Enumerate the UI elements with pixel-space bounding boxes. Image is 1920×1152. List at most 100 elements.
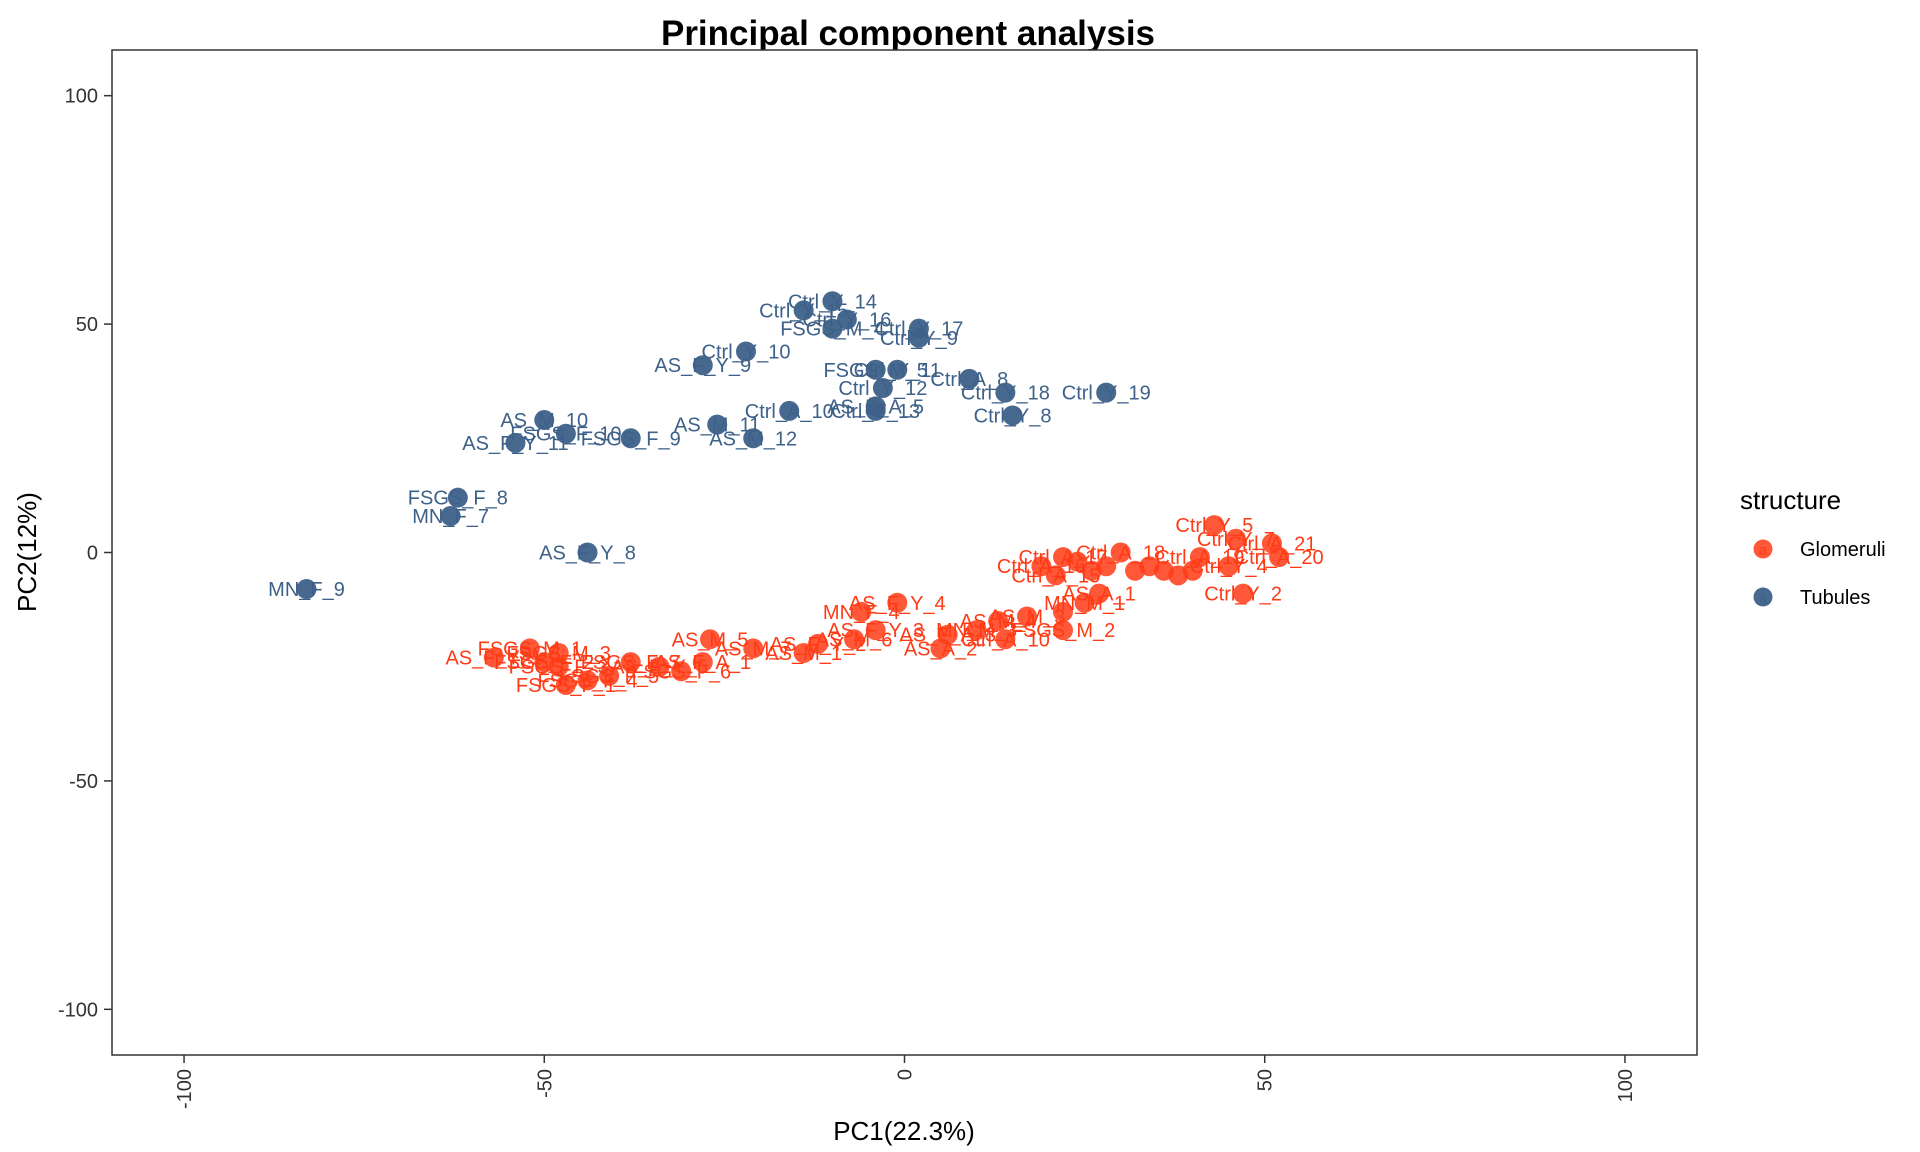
- legend-key-tubules: [1753, 587, 1773, 607]
- point-glomeruli: [671, 661, 692, 682]
- point-label-tubules: Ctrl_Y_14: [788, 291, 877, 313]
- point-tubules: [908, 327, 929, 348]
- point-label-tubules: AS_F_Y_11: [462, 433, 568, 455]
- point-label-glomeruli: Ctrl_A_21: [1227, 533, 1316, 555]
- x-axis: -100 -50 0 50 100: [174, 1055, 1637, 1109]
- legend-label-tubules: Tubules: [1800, 587, 1870, 609]
- point-glomeruli: [599, 665, 620, 686]
- point-tubules: [447, 487, 468, 508]
- point-label-tubules: AS_F_A_5: [827, 396, 924, 418]
- chart-title: Principal component analysis: [661, 14, 1155, 53]
- point-label-glomeruli: FSGS_F_6: [631, 661, 731, 683]
- point-label-glomeruli: AS_M_5: [672, 629, 749, 651]
- point-glomeruli: [534, 652, 555, 673]
- point-label-glomeruli: AS_A_2: [904, 638, 977, 660]
- point-label-tubules: Ctrl_A_10: [745, 401, 834, 423]
- point-label-glomeruli: MN_M_3: [936, 620, 1017, 642]
- point-tubules: [865, 400, 886, 421]
- point-tubules: [620, 428, 641, 449]
- point-glomeruli: [1081, 560, 1102, 581]
- point-tubules: [822, 291, 843, 312]
- point-label-tubules: Ctrl_Y_19: [1062, 383, 1151, 405]
- y-tick-label: -100: [58, 999, 98, 1021]
- point-glomeruli: [1016, 606, 1037, 627]
- point-label-glomeruli: FSGS_M_3: [506, 643, 610, 665]
- legend-entry-tubules: a Tubules: [1753, 587, 1870, 609]
- point-glomeruli: [1125, 560, 1146, 581]
- point-label-glomeruli: AS_F_Y_2: [770, 634, 867, 656]
- point-label-tubules: Ctrl_Y_9: [880, 328, 958, 350]
- point-tubules: [743, 428, 764, 449]
- point-glomeruli: [995, 629, 1016, 650]
- point-label-glomeruli: AS_A_1: [1062, 584, 1135, 606]
- y-tick-label: -50: [69, 771, 98, 793]
- point-glomeruli: [577, 670, 598, 691]
- point-glomeruli: [887, 592, 908, 613]
- point-label-glomeruli: FSGS_F_4: [537, 670, 637, 692]
- point-label-glomeruli: Ctrl_A_18: [1076, 543, 1165, 565]
- point-glomeruli: [1269, 547, 1290, 568]
- point-glomeruli: [1110, 542, 1131, 563]
- point-label-tubules: AS_F_Y_8: [539, 543, 636, 565]
- x-tick-label: 100: [1615, 1069, 1637, 1102]
- x-tick-label: -50: [534, 1069, 556, 1098]
- labels-layer: Ctrl_Y_14Ctrl_Y_15Ctrl_Y_16FSGS_M_4Ctrl_…: [268, 291, 1323, 697]
- point-label-glomeruli: AS_F_Y_5: [611, 657, 708, 679]
- point-label-glomeruli: Ctrl_A_19: [1155, 547, 1244, 569]
- point-label-glomeruli: FSGS_F_7: [581, 652, 681, 674]
- point-glomeruli: [988, 611, 1009, 632]
- point-tubules: [707, 414, 728, 435]
- legend-entry-glomeruli: a Glomeruli: [1753, 539, 1886, 561]
- point-tubules: [959, 368, 980, 389]
- point-glomeruli: [1045, 565, 1066, 586]
- point-label-glomeruli: FSGS_M_2: [1011, 620, 1115, 642]
- x-axis-title: PC1(22.3%): [833, 1116, 975, 1146]
- point-label-glomeruli: AS_F_Y_3: [827, 620, 924, 642]
- point-label-glomeruli: Ctrl_Y_4: [1190, 556, 1268, 578]
- point-tubules: [440, 505, 461, 526]
- point-label-glomeruli: AS_M_1: [765, 643, 842, 665]
- point-glomeruli: [743, 638, 764, 659]
- point-label-glomeruli: AS_F_Y_1: [445, 648, 542, 670]
- point-label-tubules: Ctrl_Y_17: [874, 319, 963, 341]
- point-label-tubules: Ctrl_Y_8: [974, 405, 1052, 427]
- point-tubules: [822, 318, 843, 339]
- point-glomeruli: [483, 647, 504, 668]
- x-tick-label: 0: [895, 1069, 917, 1080]
- point-tubules: [296, 579, 317, 600]
- legend-key-glyph-glomeruli: a: [1759, 542, 1768, 559]
- y-tick-label: 100: [65, 86, 98, 108]
- point-tubules: [995, 382, 1016, 403]
- point-label-glomeruli: AS_M_3: [989, 606, 1066, 628]
- point-label-glomeruli: Ctrl_A_17: [1019, 547, 1108, 569]
- point-label-tubules: AS_M_11: [674, 415, 760, 437]
- y-tick-label: 0: [87, 543, 98, 565]
- point-glomeruli: [548, 643, 569, 663]
- point-label-glomeruli: FSGS_F_3: [509, 657, 609, 679]
- point-glomeruli: [692, 652, 713, 673]
- point-glomeruli: [844, 629, 865, 650]
- point-glomeruli: [1218, 556, 1239, 577]
- point-tubules: [555, 423, 576, 444]
- point-label-glomeruli: MN_F_4: [823, 602, 900, 624]
- y-axis-title: PC2(12%): [12, 492, 42, 612]
- point-label-tubules: FSGS_F_9: [581, 428, 681, 450]
- point-tubules: [836, 309, 857, 330]
- point-glomeruli: [1074, 592, 1095, 613]
- point-label-glomeruli: Ctrl_A_16: [997, 556, 1086, 578]
- y-axis: -100 -50 0 50 100: [58, 86, 112, 1021]
- point-label-tubules: Ctrl_Y_13: [831, 401, 920, 423]
- point-tubules: [577, 542, 598, 563]
- point-label-tubules: FSGS_F_10: [510, 424, 621, 446]
- points-layer: [296, 291, 1290, 695]
- point-tubules: [692, 355, 713, 376]
- point-label-glomeruli: FSGS_F_5: [559, 666, 659, 688]
- point-glomeruli: [1089, 583, 1110, 604]
- point-label-glomeruli: AS_F_Y_4: [849, 593, 946, 615]
- point-label-tubules: Ctrl_Y_16: [802, 310, 891, 332]
- point-tubules: [505, 432, 526, 453]
- plot-panel: [111, 49, 1698, 1056]
- point-label-glomeruli: AS_M_6: [816, 629, 893, 651]
- point-glomeruli: [620, 652, 641, 673]
